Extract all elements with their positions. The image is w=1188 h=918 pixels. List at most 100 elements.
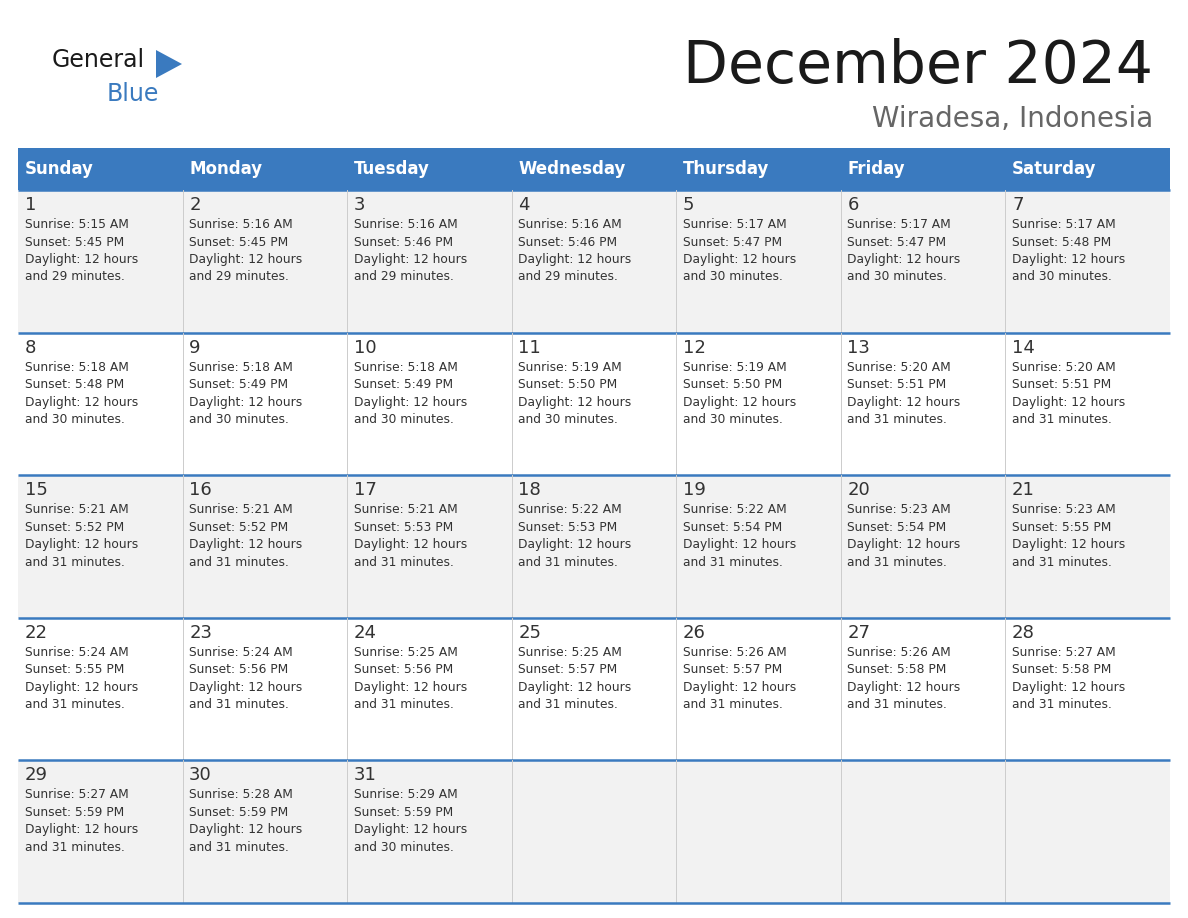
Text: Sunrise: 5:22 AM: Sunrise: 5:22 AM: [518, 503, 623, 516]
Bar: [18, 476, 183, 618]
Bar: [676, 760, 841, 903]
Text: Sunset: 5:59 PM: Sunset: 5:59 PM: [189, 806, 289, 819]
Text: Sunrise: 5:21 AM: Sunrise: 5:21 AM: [189, 503, 293, 516]
Bar: [1005, 476, 1170, 618]
Text: Sunrise: 5:29 AM: Sunrise: 5:29 AM: [354, 789, 457, 801]
Text: 27: 27: [847, 624, 871, 642]
Text: Daylight: 12 hours: Daylight: 12 hours: [847, 681, 961, 694]
Text: 17: 17: [354, 481, 377, 499]
Text: and 31 minutes.: and 31 minutes.: [354, 555, 454, 568]
Text: Sunrise: 5:17 AM: Sunrise: 5:17 AM: [847, 218, 952, 231]
Bar: [347, 332, 512, 476]
Text: Sunrise: 5:21 AM: Sunrise: 5:21 AM: [354, 503, 457, 516]
Text: and 31 minutes.: and 31 minutes.: [518, 699, 618, 711]
Text: and 31 minutes.: and 31 minutes.: [25, 841, 125, 854]
Bar: [18, 618, 183, 760]
Text: Sunrise: 5:17 AM: Sunrise: 5:17 AM: [683, 218, 786, 231]
Text: 5: 5: [683, 196, 694, 214]
Text: 28: 28: [1012, 624, 1035, 642]
Text: and 30 minutes.: and 30 minutes.: [189, 413, 289, 426]
Text: 3: 3: [354, 196, 365, 214]
Text: 21: 21: [1012, 481, 1035, 499]
Text: and 30 minutes.: and 30 minutes.: [25, 413, 125, 426]
Text: 22: 22: [25, 624, 48, 642]
Text: Daylight: 12 hours: Daylight: 12 hours: [518, 396, 632, 409]
Text: and 29 minutes.: and 29 minutes.: [189, 271, 289, 284]
Bar: [841, 618, 1005, 760]
Text: Friday: Friday: [847, 160, 905, 178]
Text: Sunset: 5:59 PM: Sunset: 5:59 PM: [354, 806, 453, 819]
Text: 23: 23: [189, 624, 213, 642]
Text: Daylight: 12 hours: Daylight: 12 hours: [1012, 253, 1125, 266]
Text: 16: 16: [189, 481, 211, 499]
Text: and 31 minutes.: and 31 minutes.: [25, 699, 125, 711]
Text: Sunrise: 5:24 AM: Sunrise: 5:24 AM: [189, 645, 293, 659]
Text: Sunrise: 5:15 AM: Sunrise: 5:15 AM: [25, 218, 128, 231]
Bar: [676, 618, 841, 760]
Text: Sunset: 5:50 PM: Sunset: 5:50 PM: [518, 378, 618, 391]
Text: and 30 minutes.: and 30 minutes.: [683, 271, 783, 284]
Bar: [1005, 332, 1170, 476]
Text: Sunset: 5:46 PM: Sunset: 5:46 PM: [518, 236, 618, 249]
Text: Daylight: 12 hours: Daylight: 12 hours: [518, 681, 632, 694]
Text: Daylight: 12 hours: Daylight: 12 hours: [683, 396, 796, 409]
Text: Sunrise: 5:20 AM: Sunrise: 5:20 AM: [1012, 361, 1116, 374]
Text: 12: 12: [683, 339, 706, 356]
Text: Sunset: 5:53 PM: Sunset: 5:53 PM: [518, 521, 618, 533]
Text: Sunset: 5:47 PM: Sunset: 5:47 PM: [847, 236, 947, 249]
Bar: [183, 190, 347, 332]
Text: 24: 24: [354, 624, 377, 642]
Text: Sunset: 5:47 PM: Sunset: 5:47 PM: [683, 236, 782, 249]
Text: 20: 20: [847, 481, 870, 499]
Text: and 29 minutes.: and 29 minutes.: [354, 271, 454, 284]
Text: Sunrise: 5:24 AM: Sunrise: 5:24 AM: [25, 645, 128, 659]
Text: Sunset: 5:58 PM: Sunset: 5:58 PM: [847, 664, 947, 677]
Text: Sunrise: 5:23 AM: Sunrise: 5:23 AM: [1012, 503, 1116, 516]
Text: Sunset: 5:54 PM: Sunset: 5:54 PM: [847, 521, 947, 533]
Bar: [841, 760, 1005, 903]
Text: Daylight: 12 hours: Daylight: 12 hours: [847, 396, 961, 409]
Text: and 31 minutes.: and 31 minutes.: [847, 413, 947, 426]
Text: 7: 7: [1012, 196, 1024, 214]
Bar: [1005, 760, 1170, 903]
Text: 26: 26: [683, 624, 706, 642]
Text: Daylight: 12 hours: Daylight: 12 hours: [1012, 538, 1125, 551]
Bar: [1005, 190, 1170, 332]
Text: 8: 8: [25, 339, 36, 356]
Text: Daylight: 12 hours: Daylight: 12 hours: [189, 823, 303, 836]
Text: Daylight: 12 hours: Daylight: 12 hours: [25, 538, 138, 551]
Text: Sunset: 5:52 PM: Sunset: 5:52 PM: [25, 521, 124, 533]
Text: Wednesday: Wednesday: [518, 160, 626, 178]
Text: Daylight: 12 hours: Daylight: 12 hours: [683, 538, 796, 551]
Text: Sunrise: 5:18 AM: Sunrise: 5:18 AM: [354, 361, 457, 374]
Text: 11: 11: [518, 339, 541, 356]
Text: and 31 minutes.: and 31 minutes.: [354, 699, 454, 711]
Text: Sunrise: 5:27 AM: Sunrise: 5:27 AM: [25, 789, 128, 801]
Text: Sunrise: 5:26 AM: Sunrise: 5:26 AM: [847, 645, 952, 659]
Text: Sunrise: 5:18 AM: Sunrise: 5:18 AM: [25, 361, 128, 374]
Text: Daylight: 12 hours: Daylight: 12 hours: [354, 538, 467, 551]
Text: Sunset: 5:51 PM: Sunset: 5:51 PM: [1012, 378, 1111, 391]
Text: Sunset: 5:56 PM: Sunset: 5:56 PM: [354, 664, 453, 677]
Text: and 30 minutes.: and 30 minutes.: [1012, 271, 1112, 284]
Text: Daylight: 12 hours: Daylight: 12 hours: [189, 396, 303, 409]
Text: Sunset: 5:50 PM: Sunset: 5:50 PM: [683, 378, 782, 391]
Text: Sunset: 5:56 PM: Sunset: 5:56 PM: [189, 664, 289, 677]
Text: and 31 minutes.: and 31 minutes.: [189, 841, 289, 854]
Text: Daylight: 12 hours: Daylight: 12 hours: [683, 681, 796, 694]
Text: 10: 10: [354, 339, 377, 356]
Text: 30: 30: [189, 767, 211, 784]
Text: Daylight: 12 hours: Daylight: 12 hours: [518, 538, 632, 551]
Bar: [18, 190, 183, 332]
Text: Sunday: Sunday: [25, 160, 94, 178]
Text: 6: 6: [847, 196, 859, 214]
Text: Sunset: 5:48 PM: Sunset: 5:48 PM: [25, 378, 124, 391]
Bar: [18, 332, 183, 476]
Text: Sunrise: 5:25 AM: Sunrise: 5:25 AM: [354, 645, 457, 659]
Text: Sunrise: 5:16 AM: Sunrise: 5:16 AM: [518, 218, 623, 231]
Text: Sunset: 5:57 PM: Sunset: 5:57 PM: [683, 664, 782, 677]
Bar: [347, 618, 512, 760]
Bar: [18, 148, 1170, 190]
Text: and 31 minutes.: and 31 minutes.: [189, 555, 289, 568]
Text: Daylight: 12 hours: Daylight: 12 hours: [25, 823, 138, 836]
